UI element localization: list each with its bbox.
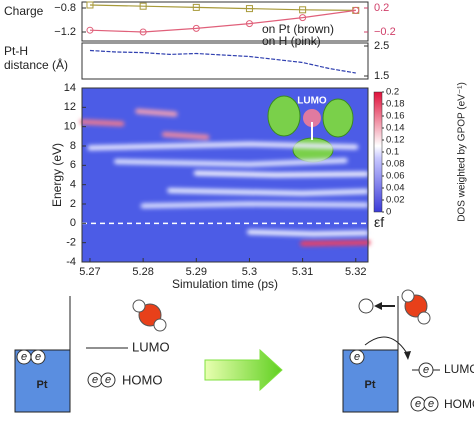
streak: [300, 240, 371, 247]
panel-title: Pt-H distance (Å): [4, 44, 68, 72]
x-tick-label: 5.28: [132, 266, 153, 278]
marker: [245, 5, 253, 13]
streak: [246, 229, 369, 237]
y-tick-label: 10: [64, 121, 76, 133]
diagram: [14, 289, 440, 413]
colorbar-tick-label: 0.06: [386, 171, 405, 182]
colorbar-label: DOS weighted by GPOP (eV⁻¹): [457, 82, 468, 222]
colorbar-tick-label: 0.04: [386, 183, 405, 194]
marker: [139, 2, 147, 10]
marker: [245, 20, 253, 28]
y-tick-label: 2.5: [374, 40, 389, 52]
legend-label: on H (pink): [262, 34, 321, 48]
data-line: [89, 9, 356, 33]
x-tick-label: 5.31: [292, 266, 313, 278]
y-tick-label: 1.5: [374, 70, 389, 82]
y-axis-label: Energy (eV): [50, 143, 64, 207]
colorbar: [373, 91, 383, 213]
streak: [193, 170, 369, 178]
x-tick-label: 5.32: [345, 266, 366, 278]
marker: [352, 6, 360, 14]
legend-label: on Pt (brown): [262, 22, 334, 36]
colorbar-tick-label: 0.2: [386, 87, 399, 98]
marker: [192, 24, 200, 32]
panel-frame: [81, 1, 369, 42]
lumo-label: LUMO: [444, 362, 474, 376]
electron: e: [92, 374, 98, 386]
electrons: e e e e e e e e: [21, 351, 434, 410]
streak: [114, 158, 348, 167]
streak: [87, 141, 359, 151]
panel-frame: [81, 42, 369, 80]
electron: e: [21, 351, 27, 363]
x-tick-label: 5.29: [186, 266, 207, 278]
y-tick-label: 12: [64, 101, 76, 113]
marker: [86, 26, 94, 34]
fermi-label: εf: [374, 214, 384, 230]
y2-tick-label: 0.2: [374, 2, 389, 14]
colorbar-tick-label: 0.12: [386, 135, 405, 146]
colorbar-tick-label: 0: [386, 207, 391, 218]
y2-tick-label: −0.2: [374, 26, 396, 38]
plot-frame: [81, 87, 369, 263]
x-tick-label: 5.3: [242, 266, 257, 278]
homo-label: HOMO: [444, 397, 474, 411]
electron: e: [423, 364, 429, 376]
inset-label: LUMO: [297, 96, 327, 107]
panel-title-line: Pt-H: [4, 44, 28, 58]
y-tick-label: −1.2: [54, 26, 76, 38]
metal-label: Pt: [365, 379, 376, 391]
data-line: [89, 49, 356, 74]
streak: [161, 131, 210, 140]
y-tick-label: -2: [66, 237, 76, 249]
lumo-label: LUMO: [132, 339, 170, 354]
colorbar-tick-label: 0.1: [386, 147, 399, 158]
x-tick-label: 5.27: [79, 266, 100, 278]
streak: [135, 108, 178, 117]
streak: [167, 187, 369, 196]
homo-label: HOMO: [122, 372, 162, 387]
data-line: [89, 4, 356, 11]
colorbar-tick-label: 0.18: [386, 99, 405, 110]
y-tick-label: −0.8: [54, 2, 76, 14]
y-tick-label: 14: [64, 82, 76, 94]
electron: e: [428, 398, 434, 410]
marker: [139, 28, 147, 36]
colorbar-tick-label: 0.02: [386, 195, 405, 206]
colorbar-tick-label: 0.08: [386, 159, 405, 170]
electron: e: [354, 351, 360, 363]
y-tick-label: 8: [70, 140, 76, 152]
x-axis-label: Simulation time (ps): [172, 277, 278, 291]
marker: [192, 3, 200, 11]
marker: [86, 1, 94, 9]
electron: e: [35, 351, 41, 363]
electron: e: [105, 374, 111, 386]
metal-label: Pt: [37, 379, 48, 391]
panel-title: Charge: [4, 4, 44, 18]
colorbar-tick-label: 0.16: [386, 111, 405, 122]
streak: [140, 201, 369, 209]
y-tick-label: 2: [70, 198, 76, 210]
colorbar-tick-label: 0.14: [386, 123, 405, 134]
electron: e: [415, 398, 421, 410]
y-tick-label: 6: [70, 159, 76, 171]
marker: [299, 6, 307, 14]
streak: [79, 119, 125, 127]
y-tick-label: 4: [70, 179, 76, 191]
heatmap-streaks: [79, 108, 371, 247]
y-tick-label: -4: [66, 256, 76, 268]
panel-title-line: distance (Å): [4, 57, 68, 72]
marker: [299, 14, 307, 22]
y-tick-label: 0: [70, 217, 76, 229]
